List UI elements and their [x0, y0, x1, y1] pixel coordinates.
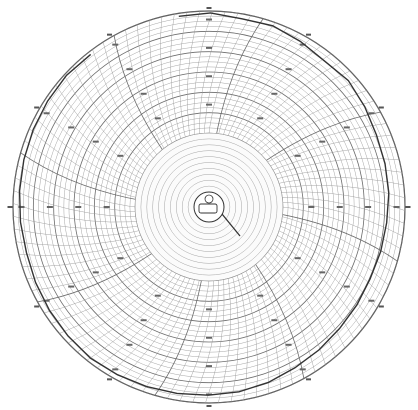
outer-tick [206, 405, 212, 407]
scale-tick [257, 117, 264, 120]
radial-ring [73, 71, 345, 343]
radial-ring [93, 91, 325, 323]
scale-tick [206, 75, 212, 78]
inner-ring [152, 150, 266, 264]
scale-tick [368, 112, 375, 115]
radial-ring [63, 61, 355, 353]
outer-tick [206, 7, 212, 9]
radial-ring [32, 30, 386, 384]
radial-ring [12, 10, 406, 404]
outer-tick [378, 305, 384, 308]
scale-tick [18, 206, 25, 208]
outer-tick [306, 33, 311, 36]
scale-tick [206, 46, 212, 49]
radial-ring [43, 41, 375, 373]
scale-tick [206, 336, 212, 339]
scale-tick [393, 206, 400, 208]
radial-ring [89, 87, 329, 327]
inner-ring [140, 138, 278, 276]
scale-tick [43, 299, 50, 302]
radial-ring [99, 97, 319, 317]
inner-ring [176, 174, 242, 240]
scale-tick [206, 103, 212, 106]
scale-tick [112, 43, 119, 46]
outer-tick [34, 305, 40, 308]
scale-tick [319, 271, 326, 274]
radial-ring [38, 36, 380, 378]
scale-tick [343, 285, 350, 288]
scale-tick [75, 206, 82, 208]
scale-tick [92, 271, 99, 274]
radial-ring [83, 81, 335, 333]
scale-tick [271, 92, 278, 95]
scale-tick [319, 140, 326, 143]
inner-ring [134, 132, 284, 282]
scale-tick [299, 43, 306, 46]
radial-ring [17, 15, 401, 399]
scale-tick [92, 140, 99, 143]
scale-tick [343, 126, 350, 129]
scale-tick [285, 343, 292, 346]
outer-tick [306, 378, 311, 381]
scale-tick [154, 294, 161, 297]
inner-ring [158, 156, 260, 258]
outer-tick [34, 106, 40, 109]
scale-tick [299, 368, 306, 371]
scale-tick [368, 299, 375, 302]
inner-ring [181, 179, 237, 235]
inner-ring [170, 168, 248, 246]
scale-tick [126, 68, 133, 71]
radial-ring [58, 56, 360, 358]
scale-tick [206, 308, 212, 311]
scale-tick [68, 285, 75, 288]
hub-slot [198, 203, 218, 214]
scale-tick [308, 206, 315, 208]
scale-tick [140, 319, 147, 322]
hub-pin [204, 194, 214, 204]
scale-tick [206, 18, 212, 21]
recorded-trace [18, 12, 390, 396]
scale-tick [126, 343, 133, 346]
scale-tick [257, 294, 264, 297]
center-hub[interactable] [193, 191, 241, 237]
inner-ring [164, 162, 254, 252]
outer-tick [107, 378, 112, 381]
tick-marks [7, 7, 411, 407]
scale-tick [154, 117, 161, 120]
radial-ring [114, 112, 304, 302]
outer-tick [107, 33, 112, 36]
radial-ring [124, 122, 294, 292]
inner-ring [146, 144, 272, 270]
outer-tick [378, 106, 384, 109]
radial-ring [119, 117, 299, 297]
scale-tick [140, 92, 147, 95]
scale-tick [285, 68, 292, 71]
scale-tick [117, 257, 124, 260]
scale-tick [365, 206, 372, 208]
radial-ring [68, 66, 350, 348]
stylus-arm [221, 213, 241, 237]
inner-ring [187, 185, 231, 229]
outer-tick [7, 206, 13, 208]
scale-tick [68, 126, 75, 129]
scale-tick [271, 319, 278, 322]
scale-tick [46, 206, 53, 208]
outer-tick [405, 206, 411, 208]
radial-ring [53, 51, 365, 363]
scale-tick [294, 154, 301, 157]
scale-tick [206, 365, 212, 368]
scale-tick [112, 368, 119, 371]
scale-tick [103, 206, 110, 208]
scale-tick [43, 112, 50, 115]
scale-tick [336, 206, 343, 208]
scale-tick [294, 257, 301, 260]
inner-rings [134, 132, 284, 282]
radial-ring [28, 26, 390, 388]
radial-ring [129, 127, 289, 287]
scale-tick [117, 154, 124, 157]
